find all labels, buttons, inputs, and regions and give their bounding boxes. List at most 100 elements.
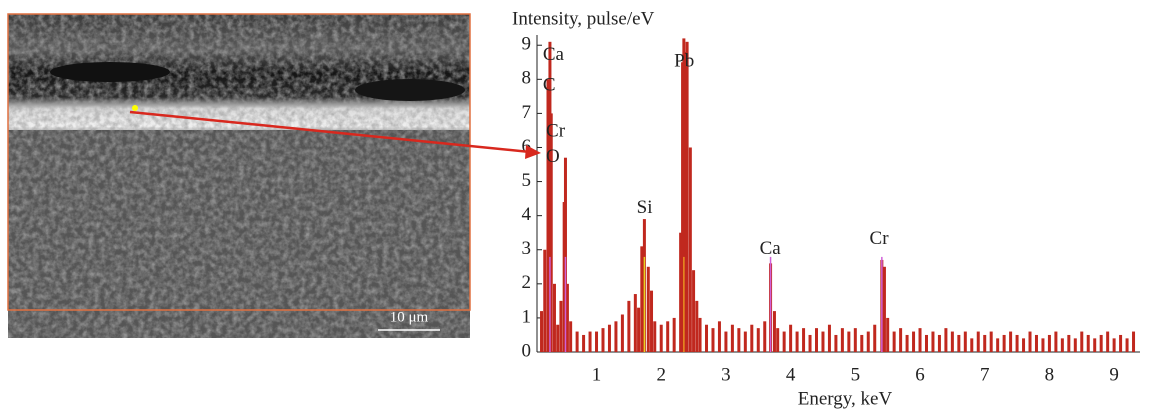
x-axis-label: Energy, keV xyxy=(798,388,893,409)
spectrum-bar xyxy=(847,331,851,352)
spectrum-bar xyxy=(950,331,954,352)
spectrum-bar xyxy=(931,331,935,352)
spectrum-bar xyxy=(730,324,734,352)
spectrum-bar xyxy=(695,300,699,352)
spectrum-bar xyxy=(1060,338,1064,352)
peak-label: Pb xyxy=(674,51,694,72)
spectrum-bar xyxy=(546,79,550,352)
peak-label: Si xyxy=(637,197,653,218)
spectrum-bar xyxy=(633,294,637,352)
spectrum-bar xyxy=(976,331,980,352)
arrow-line xyxy=(129,110,531,154)
spectrum-bar xyxy=(543,249,547,352)
spectrum-bar xyxy=(860,334,864,352)
spectrum-bar xyxy=(996,338,1000,352)
peak-label: Cr xyxy=(546,121,566,142)
spectrum-bar xyxy=(1067,334,1071,352)
spectrum-bar xyxy=(763,321,767,352)
texture xyxy=(8,14,470,338)
peak-label: Ca xyxy=(760,238,782,259)
spectrum-bar xyxy=(614,321,618,352)
y-tick-label: 9 xyxy=(522,34,532,55)
spectrum-bar xyxy=(983,334,987,352)
spectrum-bar xyxy=(650,290,654,352)
y-tick-label: 2 xyxy=(522,272,532,293)
x-tick-label: 7 xyxy=(980,364,990,385)
spectrum-bar xyxy=(886,317,890,352)
y-tick-label: 8 xyxy=(522,68,532,89)
spectrum-bar xyxy=(782,331,786,352)
spectrum-bar xyxy=(772,311,776,352)
spectrum-bar xyxy=(989,331,993,352)
spectrum-bar xyxy=(866,331,870,352)
spectrum-bar xyxy=(776,328,780,352)
spectrum-bar xyxy=(540,311,544,352)
spectrum-bar xyxy=(569,321,573,352)
spectrum-bar xyxy=(646,266,650,352)
spectrum-bar xyxy=(815,328,819,352)
spectrum-bar xyxy=(970,338,974,352)
spectrum-bar xyxy=(565,283,569,352)
sem-image: 10 μm xyxy=(7,13,471,338)
probe-point xyxy=(132,105,138,111)
spectrum-bar xyxy=(1099,334,1103,352)
x-tick-label: 5 xyxy=(851,364,861,385)
peak-label: Cr xyxy=(870,228,890,249)
spectrum-bar xyxy=(705,324,709,352)
spectrum-bar xyxy=(698,317,702,352)
spectrum-bar xyxy=(756,328,760,352)
spectrum-bar xyxy=(1132,331,1136,352)
x-tick-label: 3 xyxy=(721,364,731,385)
spectrum-bar xyxy=(918,328,922,352)
spectrum-bar xyxy=(1093,338,1097,352)
spectrum-bar xyxy=(1073,338,1077,352)
y-tick-label: 7 xyxy=(522,102,532,123)
spectrum-bar xyxy=(666,321,670,352)
spectrum-bar xyxy=(834,334,838,352)
spectrum-bar xyxy=(795,331,799,352)
x-tick-label: 1 xyxy=(592,364,602,385)
peak-label: C xyxy=(543,74,556,95)
x-tick-label: 2 xyxy=(656,364,666,385)
spectrum-bar xyxy=(1022,338,1026,352)
dark-region xyxy=(50,62,170,82)
spectrum-bar xyxy=(1002,334,1006,352)
spectrum-bar xyxy=(679,232,683,352)
x-tick-label: 6 xyxy=(915,364,925,385)
y-tick-label: 0 xyxy=(522,340,532,361)
y-axis-label: Intensity, pulse/eV xyxy=(512,8,655,29)
spectrum-bar xyxy=(937,334,941,352)
spectrum-bar xyxy=(743,331,747,352)
spectrum-bar xyxy=(1112,338,1116,352)
spectrum-bar xyxy=(692,270,696,352)
peak-label: O xyxy=(546,146,560,167)
spectrum-bar xyxy=(873,324,877,352)
spectrum-bar xyxy=(711,328,715,352)
spectrum-bar xyxy=(802,328,806,352)
spectrum-bar xyxy=(1119,334,1123,352)
spectrum-bar xyxy=(637,307,641,352)
spectrum-bar xyxy=(808,334,812,352)
scale-label: 10 μm xyxy=(390,309,429,325)
spectrum-bar xyxy=(1086,334,1090,352)
spectrum-bar xyxy=(821,331,825,352)
spectrum-bar xyxy=(1009,331,1013,352)
spectrum-bar xyxy=(750,324,754,352)
dark-region xyxy=(355,79,465,101)
y-tick-label: 4 xyxy=(522,204,532,225)
spectrum-bar xyxy=(575,331,579,352)
spectrum-bar xyxy=(882,266,886,352)
spectrum-bar xyxy=(559,300,563,352)
spectrum-bar xyxy=(724,331,728,352)
arrow-head xyxy=(525,145,541,159)
y-tick-label: 1 xyxy=(522,306,532,327)
spectrum-bar xyxy=(563,157,567,352)
spectrum-bar xyxy=(682,38,686,353)
spectrum-bar xyxy=(552,283,556,352)
spectrum-bar xyxy=(944,328,948,352)
spectrum-bar xyxy=(899,328,903,352)
spectrum-bar xyxy=(685,41,689,353)
spectrum-bar xyxy=(588,331,592,352)
spectrum-bar xyxy=(840,328,844,352)
